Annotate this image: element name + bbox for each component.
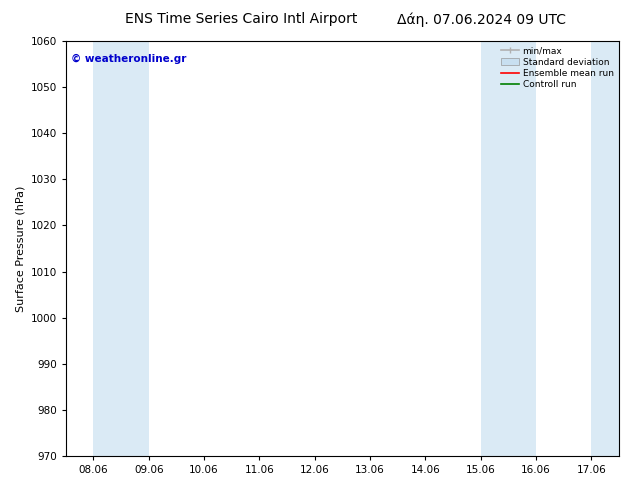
Text: Δάη. 07.06.2024 09 UTC: Δάη. 07.06.2024 09 UTC bbox=[398, 12, 566, 27]
Y-axis label: Surface Pressure (hPa): Surface Pressure (hPa) bbox=[15, 185, 25, 312]
Bar bbox=[93, 41, 121, 456]
Legend: min/max, Standard deviation, Ensemble mean run, Controll run: min/max, Standard deviation, Ensemble me… bbox=[497, 43, 617, 93]
Text: © weatheronline.gr: © weatheronline.gr bbox=[72, 53, 187, 64]
Bar bbox=[121, 41, 149, 456]
Text: ENS Time Series Cairo Intl Airport: ENS Time Series Cairo Intl Airport bbox=[125, 12, 357, 26]
Bar bbox=[592, 41, 619, 456]
Bar bbox=[481, 41, 508, 456]
Bar bbox=[508, 41, 536, 456]
